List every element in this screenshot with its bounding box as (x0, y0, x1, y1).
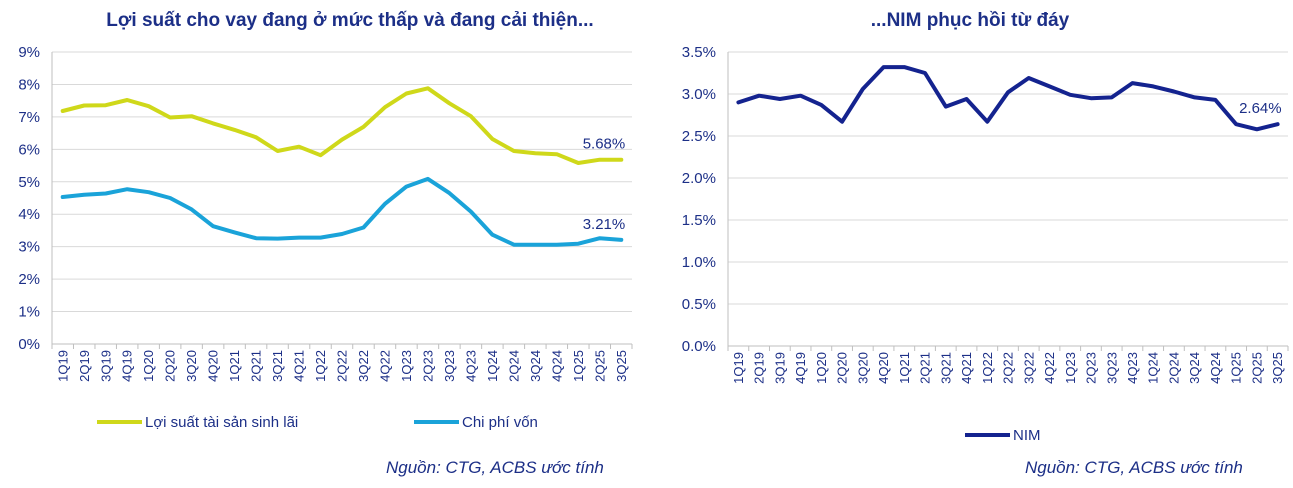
y-tick-label: 0% (18, 336, 40, 353)
x-tick-label: 2Q24 (506, 350, 521, 382)
y-tick-label: 2.5% (682, 128, 716, 145)
legend-label: Chi phí vốn (462, 414, 538, 431)
x-tick-label: 2Q20 (163, 350, 178, 382)
series-line-2 (60, 176, 624, 247)
x-tick-label: 2Q25 (1249, 352, 1264, 384)
x-tick-label: 2Q19 (752, 352, 767, 384)
x-tick-label: 4Q21 (959, 352, 974, 384)
y-tick-label: 0.5% (682, 296, 716, 313)
x-tick-label: 3Q19 (98, 350, 113, 382)
x-tick-label: 1Q23 (1063, 352, 1078, 384)
x-tick-label: 2Q23 (420, 350, 435, 382)
y-tick-label: 1.0% (682, 254, 716, 271)
y-tick-label: 3% (18, 239, 40, 256)
x-tick-label: 2Q22 (335, 350, 350, 382)
legend-label: Lợi suất tài sản sinh lãi (145, 414, 298, 431)
y-tick-label: 2.0% (682, 170, 716, 187)
x-tick-label: 3Q22 (356, 350, 371, 382)
right-chart-panel: ...NIM phục hồi từ đáy 0.0% 0.5% 1.0% 1.5% 2… (655, 0, 1293, 488)
data-label: 5.68% (583, 136, 626, 153)
x-tick-label: 1Q19 (731, 352, 746, 384)
right-chart-title: ...NIM phục hồi từ đáy (870, 10, 1070, 31)
x-tick-label: 2Q21 (918, 352, 933, 384)
x-tick-label: 1Q23 (399, 350, 414, 382)
left-chart-panel: Lợi suất cho vay đang ở mức thấp và đang… (0, 0, 640, 488)
x-tick-label: 1Q21 (897, 352, 912, 384)
x-tick-label: 3Q19 (772, 352, 787, 384)
x-tick-label: 2Q24 (1166, 352, 1181, 384)
x-tick-label: 4Q21 (292, 350, 307, 382)
x-tick-label: 1Q22 (313, 350, 328, 382)
x-tick-label: 3Q24 (1187, 352, 1202, 384)
x-tick-label: 3Q25 (614, 350, 629, 382)
right-source-note: Nguồn: CTG, ACBS ước tính (1025, 458, 1243, 477)
x-tick-label: 2Q19 (77, 350, 92, 382)
x-tick-label: 4Q20 (876, 352, 891, 384)
y-tick-label: 1.5% (682, 212, 716, 229)
x-tick-label: 4Q19 (120, 350, 135, 382)
x-tick-label: 2Q23 (1084, 352, 1099, 384)
x-tick-label: 1Q24 (485, 350, 500, 382)
y-tick-label: 8% (18, 76, 40, 93)
x-tick-label: 3Q22 (1021, 352, 1036, 384)
x-tick-label: 1Q25 (1229, 352, 1244, 384)
x-tick-label: 3Q21 (938, 352, 953, 384)
y-tick-label: 4% (18, 206, 40, 223)
x-tick-label: 4Q22 (1042, 352, 1057, 384)
x-tick-label: 1Q24 (1146, 352, 1161, 384)
x-tick-label: 1Q21 (227, 350, 242, 382)
y-tick-label: 6% (18, 141, 40, 158)
x-tick-label: 2Q25 (592, 350, 607, 382)
y-tick-label: 3.0% (682, 86, 716, 103)
y-tick-label: 5% (18, 174, 40, 191)
x-tick-label: 1Q25 (571, 350, 586, 382)
series-line-1 (736, 65, 1280, 132)
x-tick-label: 3Q23 (442, 350, 457, 382)
x-tick-label: 3Q23 (1104, 352, 1119, 384)
x-tick-label: 2Q20 (835, 352, 850, 384)
x-tick-label: 4Q23 (1125, 352, 1140, 384)
y-tick-label: 7% (18, 109, 40, 126)
x-tick-label: 4Q22 (378, 350, 393, 382)
left-line-chart: 0% 1% 2% 3% 4% 5% 6% 7% 8% 9% 1Q19 2Q19 3Q19 4Q19 1Q20… (18, 44, 633, 431)
y-tick-label: 1% (18, 304, 40, 321)
y-tick-label: 9% (18, 44, 40, 61)
x-tick-label: 4Q19 (793, 352, 808, 384)
x-tick-label: 4Q20 (206, 350, 221, 382)
right-line-chart: 0.0% 0.5% 1.0% 1.5% 2.0% 2.5% 3.0% 3.5% 1Q19 2Q19… (682, 44, 1289, 444)
left-chart-title: Lợi suất cho vay đang ở mức thấp và đang… (106, 10, 594, 31)
x-tick-label: 3Q20 (855, 352, 870, 384)
x-tick-label: 2Q21 (249, 350, 264, 382)
x-tick-label: 1Q19 (55, 350, 70, 382)
data-label: 3.21% (583, 216, 626, 233)
x-tick-label: 4Q24 (1208, 352, 1223, 384)
y-tick-label: 2% (18, 271, 40, 288)
x-tick-label: 3Q24 (528, 350, 543, 382)
x-tick-label: 4Q24 (549, 350, 564, 382)
series-line-1 (60, 86, 624, 165)
x-tick-label: 3Q20 (184, 350, 199, 382)
x-tick-label: 3Q21 (270, 350, 285, 382)
x-tick-label: 1Q20 (814, 352, 829, 384)
y-tick-label: 0.0% (682, 338, 716, 355)
x-tick-label: 1Q22 (980, 352, 995, 384)
data-label: 2.64% (1239, 100, 1282, 117)
legend-label: NIM (1013, 427, 1041, 444)
x-tick-label: 1Q20 (141, 350, 156, 382)
x-tick-label: 2Q22 (1001, 352, 1016, 384)
x-tick-label: 3Q25 (1270, 352, 1285, 384)
y-tick-label: 3.5% (682, 44, 716, 61)
x-tick-label: 4Q23 (463, 350, 478, 382)
left-source-note: Nguồn: CTG, ACBS ước tính (386, 458, 604, 477)
